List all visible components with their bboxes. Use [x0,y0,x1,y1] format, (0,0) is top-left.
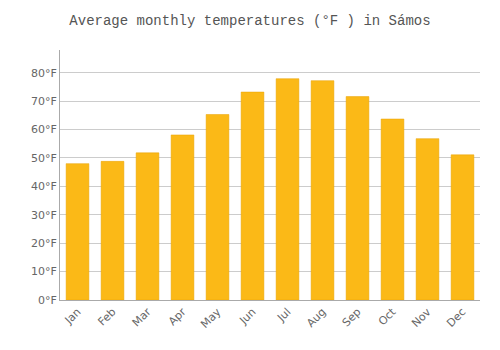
svg-text:Aug: Aug [304,306,328,330]
svg-text:Nov: Nov [409,305,434,330]
svg-text:May: May [198,305,224,331]
svg-text:Jun: Jun [236,305,258,327]
svg-text:20°F: 20°F [31,237,57,250]
svg-text:10°F: 10°F [31,265,57,278]
svg-text:80°F: 80°F [31,67,57,80]
svg-text:60°F: 60°F [31,123,57,136]
svg-text:50°F: 50°F [31,152,57,165]
svg-text:Jul: Jul [274,306,293,325]
svg-text:Feb: Feb [96,306,119,329]
svg-text:Sep: Sep [340,306,364,330]
svg-text:Jan: Jan [62,306,84,328]
svg-text:Oct: Oct [376,305,399,328]
svg-text:Dec: Dec [444,306,468,330]
svg-text:70°F: 70°F [31,95,57,108]
svg-text:40°F: 40°F [31,180,57,193]
svg-text:Mar: Mar [130,305,154,329]
svg-text:Apr: Apr [166,305,189,328]
svg-text:30°F: 30°F [31,209,57,222]
svg-text:Average monthly temperatures (: Average monthly temperatures (°F ) in Sá… [69,13,430,29]
svg-text:0°F: 0°F [38,294,57,307]
